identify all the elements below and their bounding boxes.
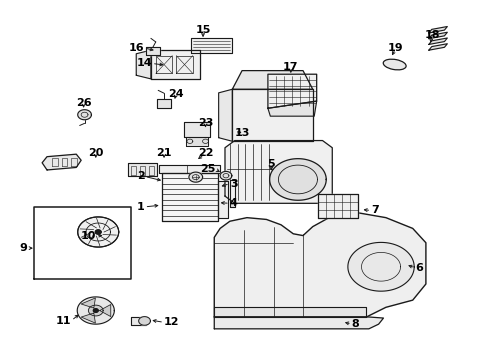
Polygon shape bbox=[267, 101, 316, 116]
Text: 14: 14 bbox=[136, 58, 152, 68]
Polygon shape bbox=[131, 318, 146, 324]
Text: 26: 26 bbox=[76, 98, 91, 108]
Text: 12: 12 bbox=[163, 318, 179, 327]
Polygon shape bbox=[428, 32, 447, 39]
Polygon shape bbox=[428, 44, 447, 50]
Text: 1: 1 bbox=[137, 202, 144, 212]
Polygon shape bbox=[81, 313, 95, 323]
Polygon shape bbox=[217, 181, 228, 218]
Polygon shape bbox=[347, 242, 413, 291]
Text: 18: 18 bbox=[424, 30, 439, 40]
Text: 2: 2 bbox=[137, 171, 144, 181]
Polygon shape bbox=[428, 38, 447, 44]
Text: 20: 20 bbox=[88, 148, 103, 158]
Polygon shape bbox=[229, 180, 234, 207]
Polygon shape bbox=[214, 213, 425, 317]
Polygon shape bbox=[78, 110, 91, 120]
Polygon shape bbox=[190, 39, 232, 53]
Polygon shape bbox=[269, 159, 325, 200]
Text: 5: 5 bbox=[267, 159, 275, 169]
Polygon shape bbox=[42, 154, 81, 170]
Polygon shape bbox=[128, 163, 157, 176]
Polygon shape bbox=[161, 173, 217, 221]
Polygon shape bbox=[159, 165, 220, 173]
Text: 25: 25 bbox=[200, 164, 215, 174]
Polygon shape bbox=[93, 309, 98, 312]
Polygon shape bbox=[428, 27, 447, 33]
Polygon shape bbox=[146, 47, 159, 55]
Polygon shape bbox=[157, 99, 171, 108]
Polygon shape bbox=[136, 50, 151, 79]
Polygon shape bbox=[183, 122, 210, 137]
Polygon shape bbox=[220, 171, 231, 180]
Polygon shape bbox=[77, 297, 114, 324]
Text: 9: 9 bbox=[20, 243, 27, 253]
Polygon shape bbox=[214, 317, 383, 329]
Polygon shape bbox=[317, 194, 357, 218]
Polygon shape bbox=[185, 137, 207, 145]
Text: 17: 17 bbox=[283, 62, 298, 72]
Text: 4: 4 bbox=[229, 198, 237, 208]
Polygon shape bbox=[139, 317, 150, 325]
Text: 10: 10 bbox=[80, 231, 96, 240]
Text: 16: 16 bbox=[129, 43, 144, 53]
Polygon shape bbox=[232, 89, 312, 141]
Polygon shape bbox=[88, 305, 103, 316]
Text: 7: 7 bbox=[370, 206, 378, 216]
Polygon shape bbox=[34, 207, 131, 279]
Polygon shape bbox=[81, 298, 95, 308]
Text: 13: 13 bbox=[234, 129, 249, 138]
Text: 6: 6 bbox=[414, 263, 422, 273]
Polygon shape bbox=[151, 50, 199, 79]
Text: 19: 19 bbox=[387, 43, 403, 53]
Polygon shape bbox=[188, 172, 202, 182]
Polygon shape bbox=[232, 71, 312, 89]
Text: 3: 3 bbox=[229, 179, 237, 189]
Polygon shape bbox=[100, 305, 110, 316]
Ellipse shape bbox=[383, 59, 406, 70]
Polygon shape bbox=[267, 74, 316, 108]
Text: 21: 21 bbox=[156, 148, 171, 158]
Text: 23: 23 bbox=[198, 118, 213, 128]
Polygon shape bbox=[224, 140, 331, 203]
Text: 24: 24 bbox=[168, 89, 183, 99]
Polygon shape bbox=[214, 307, 366, 317]
Text: 8: 8 bbox=[351, 319, 359, 329]
Polygon shape bbox=[95, 230, 101, 234]
Polygon shape bbox=[218, 89, 232, 141]
Text: 22: 22 bbox=[197, 148, 213, 158]
Text: 15: 15 bbox=[195, 25, 210, 35]
Text: 11: 11 bbox=[56, 316, 71, 325]
Polygon shape bbox=[78, 217, 119, 247]
